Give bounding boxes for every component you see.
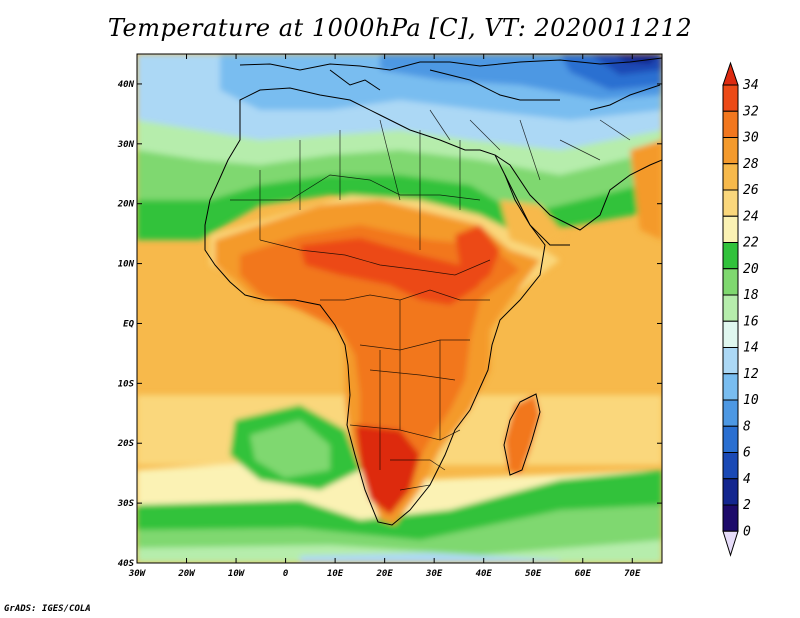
colorbar-label: 12 — [743, 367, 759, 382]
colorbar-segment — [722, 84, 739, 112]
colorbar-label: 4 — [743, 472, 751, 487]
red-sea-east-coast — [504, 174, 570, 246]
colorbar-segment — [722, 399, 739, 427]
lat-tick-label: EQ — [123, 319, 134, 329]
caspian-shore — [589, 84, 661, 111]
map-title: Temperature at 1000hPa [C], VT: 20200112… — [107, 14, 693, 42]
colorbar-label: 16 — [743, 314, 759, 329]
lat-tick-label: 20N — [117, 200, 135, 210]
map-frame — [136, 53, 663, 564]
colorbar-segment — [722, 242, 739, 270]
colorbar-segment — [722, 478, 739, 506]
north-band-2 — [615, 54, 660, 64]
country-borders — [230, 109, 631, 491]
longitude-axis: 30W 20W 10W 0 10E 20E 30E 40E 50E 60E 70E — [128, 54, 641, 579]
lon-tick-label: 10W — [228, 569, 246, 579]
colorbar-segment — [722, 347, 739, 375]
lon-tick-label: 0 — [283, 569, 289, 579]
credit-text: GrADS: IGES/COLA — [4, 604, 91, 614]
colorbar-segment — [722, 110, 739, 138]
colorbar-label: 14 — [743, 341, 759, 356]
lon-tick-label: 50E — [525, 569, 542, 579]
colorbar-segment — [722, 452, 739, 480]
lon-tick-label: 60E — [575, 569, 592, 579]
lon-tick-label: 30E — [425, 569, 443, 579]
colorbar-segment — [722, 189, 739, 217]
lat-tick-label: 20S — [117, 439, 135, 449]
colorbar-label: 20 — [743, 262, 759, 277]
colorbar-label: 18 — [743, 288, 759, 303]
southern-band-12 — [300, 553, 560, 563]
italy-coastline — [329, 69, 381, 91]
lat-tick-label: 10S — [118, 379, 135, 389]
colorbar-segment — [722, 504, 739, 532]
lon-tick-label: 20E — [376, 569, 394, 579]
southern-band-16 — [137, 540, 662, 563]
colorbar-label: 28 — [743, 157, 759, 172]
lat-tick-label: 30S — [117, 499, 135, 509]
colorbar-segment — [722, 320, 739, 348]
anatolia-coastline — [429, 69, 560, 101]
southern-africa-hot-core — [355, 425, 420, 515]
madagascar-field — [505, 395, 540, 475]
madagascar-coastline — [503, 393, 541, 476]
latitude-axis: 40N 30N 20N 10N EQ 10S 20S 30S 40S — [117, 80, 662, 569]
colorbar-label: 24 — [743, 209, 759, 224]
lon-tick-label: 70E — [624, 569, 641, 579]
lat-tick-label: 10N — [118, 260, 135, 270]
lat-tick-label: 40N — [118, 80, 135, 90]
colorbar-label: 26 — [743, 183, 759, 198]
colorbar-segment — [722, 373, 739, 401]
lon-tick-label: 10E — [327, 569, 344, 579]
arabia-coastline — [494, 154, 662, 231]
colorbar-bottom-arrow — [722, 530, 739, 557]
colorbar-label: 6 — [743, 446, 751, 461]
ethiopia-hot-core — [455, 225, 500, 290]
colorbar-segment — [722, 425, 739, 453]
colorbar-label: 22 — [743, 236, 759, 251]
colorbar-label: 0 — [743, 524, 751, 539]
colorbar-segment — [722, 268, 739, 296]
africa-coastline — [204, 87, 546, 526]
colorbar-segment — [722, 137, 739, 165]
colorbar-label: 10 — [743, 393, 759, 408]
colorbar-top-arrow — [722, 61, 739, 86]
lat-tick-label: 40S — [118, 559, 135, 569]
lat-tick-label: 30N — [117, 140, 135, 150]
temperature-field — [137, 54, 662, 563]
lon-tick-label: 20W — [177, 569, 196, 579]
colorbar-label: 8 — [743, 419, 751, 434]
lon-tick-label: 30W — [128, 569, 147, 579]
colorbar-label: 30 — [742, 131, 759, 146]
colorbar-label: 2 — [743, 498, 751, 513]
colorbar-segment — [722, 163, 739, 191]
colorbar-label: 34 — [742, 78, 759, 93]
colorbar-segment — [722, 215, 739, 243]
coastlines — [204, 57, 662, 526]
colorbar-segment — [722, 294, 739, 322]
lon-tick-label: 40E — [476, 569, 493, 579]
colorbar-label: 32 — [742, 104, 759, 119]
